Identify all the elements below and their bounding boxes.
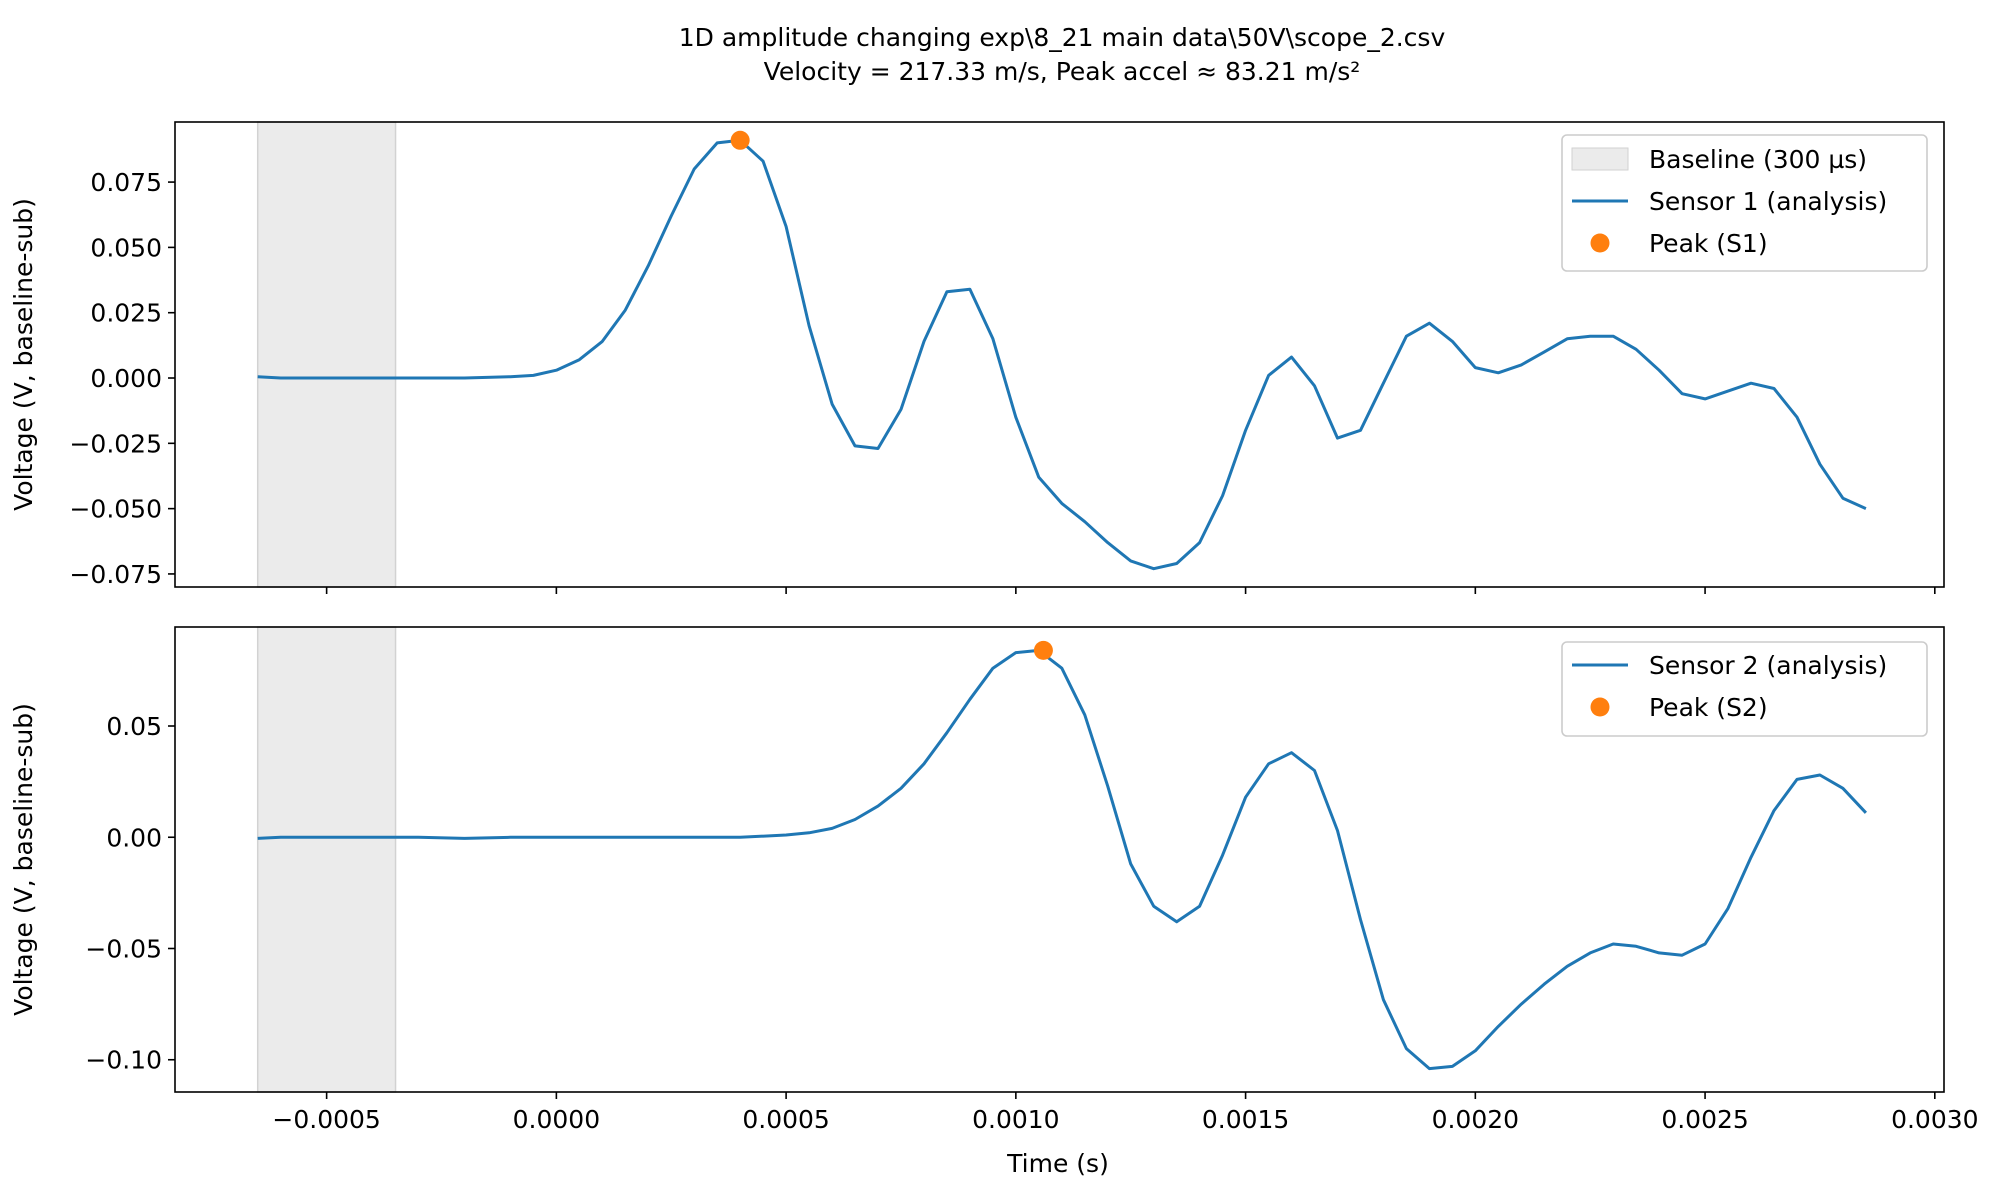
legend-peak-s1-swatch (1590, 233, 1610, 253)
legend-box (1561, 641, 1928, 737)
figure-title-line2: Velocity = 217.33 m/s, Peak accel ≈ 83.2… (764, 57, 1361, 86)
x-axis-label: Time (s) (1006, 1149, 1109, 1178)
y-tick-label: 0.025 (90, 299, 162, 328)
panel-sensor-2: 0.05 0.00 −0.05 −0.10 −0.0005 0.0000 0.0005 0.0… (9, 626, 1979, 1134)
baseline-region (256, 626, 397, 1093)
legend-baseline-swatch (1571, 147, 1629, 171)
y-tick-label: −0.10 (85, 1046, 162, 1075)
baseline-region (256, 121, 397, 588)
sensor-2-line (257, 648, 1867, 1071)
plot-area (257, 640, 1867, 1071)
x-tick-label: −0.0005 (272, 1105, 380, 1134)
y-tick-label: 0.000 (90, 364, 162, 393)
x-tick-label: 0.0010 (972, 1105, 1059, 1134)
panel-sensor-1: 0.075 0.050 0.025 0.000 −0.025 −0.050 −0.075 V… (9, 121, 1945, 594)
x-tick-label: 0.0030 (1891, 1105, 1978, 1134)
legend: Sensor 2 (analysis) Peak (S2) (1561, 641, 1928, 737)
y-tick-label: −0.025 (69, 429, 162, 458)
axes-frame (174, 121, 1945, 588)
peak-s1-marker (730, 130, 750, 150)
legend-box (1561, 134, 1928, 272)
legend-peak-s1-label: Peak (S1) (1649, 229, 1768, 258)
tick-group: 0.075 0.050 0.025 0.000 −0.025 −0.050 −0.075 (69, 168, 1936, 594)
sensor-1-line (257, 138, 1867, 571)
legend-sensor-1-label: Sensor 1 (analysis) (1649, 187, 1887, 216)
x-tick-label: 0.0020 (1432, 1105, 1519, 1134)
x-tick-label: 0.0000 (513, 1105, 600, 1134)
y-tick-label: 0.050 (90, 233, 162, 262)
peak-s2-marker (1033, 640, 1053, 660)
plot-area (257, 130, 1867, 571)
legend-baseline-label: Baseline (300 µs) (1649, 145, 1867, 174)
y-tick-label: 0.05 (106, 712, 162, 741)
y-tick-label: 0.00 (106, 823, 162, 852)
y-axis-label: Voltage (V, baseline-sub) (9, 703, 38, 1016)
y-tick-label: −0.050 (69, 495, 162, 524)
legend-sensor-2-label: Sensor 2 (analysis) (1649, 651, 1887, 680)
legend-peak-s2-label: Peak (S2) (1649, 693, 1768, 722)
axes-frame (174, 626, 1945, 1093)
legend: Baseline (300 µs) Sensor 1 (analysis) Pe… (1561, 134, 1928, 272)
x-tick-label: 0.0015 (1202, 1105, 1289, 1134)
legend-peak-s2-swatch (1590, 697, 1610, 717)
y-tick-label: 0.075 (90, 168, 162, 197)
figure-title-line1: 1D amplitude changing exp\8_21 main data… (679, 23, 1446, 52)
y-tick-label: −0.05 (85, 934, 162, 963)
y-tick-label: −0.075 (69, 560, 162, 589)
x-tick-label: 0.0005 (742, 1105, 829, 1134)
tick-group: 0.05 0.00 −0.05 −0.10 −0.0005 0.0000 0.0005 0.0… (85, 712, 1978, 1134)
x-tick-label: 0.0025 (1661, 1105, 1748, 1134)
y-axis-label: Voltage (V, baseline-sub) (9, 198, 38, 511)
